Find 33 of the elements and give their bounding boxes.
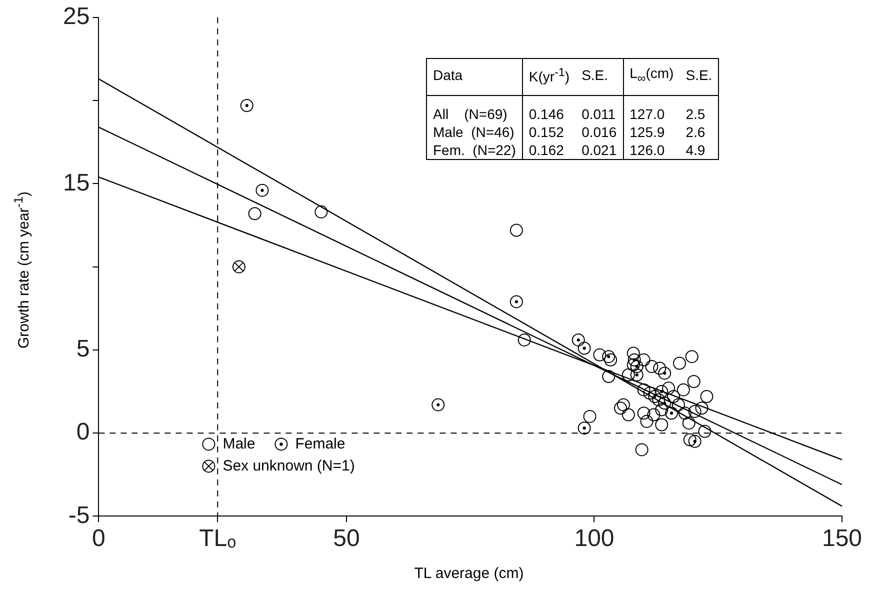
annotation: Male (N=46) <box>432 122 516 141</box>
legend-label: Male <box>222 435 256 452</box>
annotation: Data <box>426 58 522 96</box>
x-tick-label: 100 <box>574 525 614 552</box>
legend-label: Sex unknown (N=1) <box>222 457 355 474</box>
annotation: 0.146 <box>522 95 576 123</box>
y-tick-label: 0 <box>76 418 90 446</box>
annotation: 125.9 <box>623 122 680 141</box>
y-tick-label: 5 <box>76 336 90 363</box>
x-tick-label: 50 <box>333 525 360 552</box>
annotation: 2.5 <box>684 104 706 123</box>
y-tick-label: 15 <box>62 169 90 196</box>
annotation: S.E. <box>680 58 719 96</box>
annotation: All (N=69) <box>432 104 508 123</box>
annotation: K(yr$^{-1}$) <box>522 58 576 96</box>
annotation: 0.162 <box>522 140 576 160</box>
x-axis-title: TL average (cm) <box>414 565 524 582</box>
annotation: 0.152 <box>522 122 576 141</box>
x-tick-label: TLₒ <box>199 525 236 552</box>
annotation: 126.0 <box>623 140 680 160</box>
annotation: 2.6 <box>684 122 706 141</box>
y-tick-label: 25 <box>62 3 90 30</box>
annotation: L$_{∞}$(cm) <box>623 58 680 96</box>
annotation: 0.011 <box>580 104 617 123</box>
legend-label: Female <box>295 435 346 452</box>
annotation: 0.016 <box>580 122 618 141</box>
annotation: 4.9 <box>684 140 706 160</box>
x-tick-label: 150 <box>822 525 862 552</box>
annotation: 127.0 <box>623 95 680 123</box>
annotation: 0.021 <box>580 140 618 160</box>
y-tick-label: -5 <box>68 502 90 529</box>
annotation: Fem. (N=22) <box>432 140 517 160</box>
annotation: S.E. <box>576 58 624 96</box>
